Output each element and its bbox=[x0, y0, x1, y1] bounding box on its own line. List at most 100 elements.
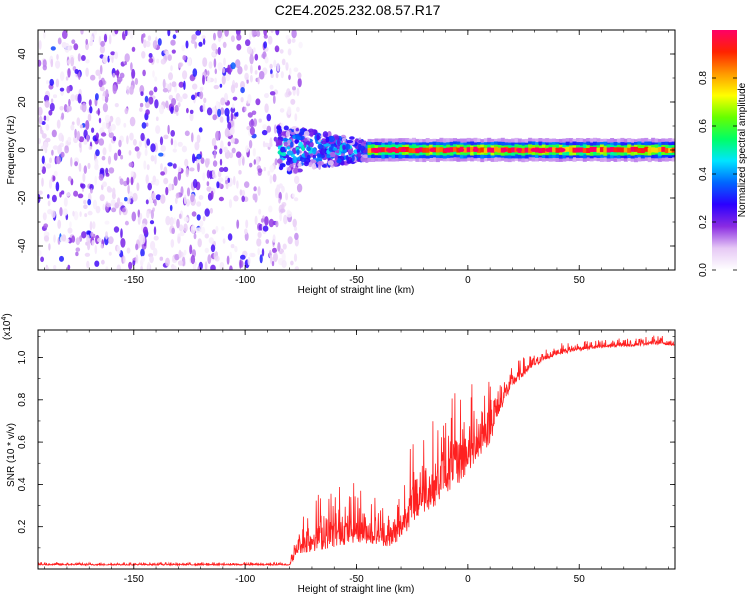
heatmap-cell bbox=[90, 231, 94, 237]
heatmap-cell bbox=[53, 170, 58, 177]
heatmap-cell bbox=[124, 53, 130, 63]
heatmap-cell bbox=[129, 116, 136, 127]
heatmap-cell bbox=[148, 58, 154, 63]
heatmap-cell bbox=[281, 185, 285, 193]
heatmap-cell bbox=[237, 66, 243, 75]
heatmap-cell bbox=[45, 137, 51, 143]
heatmap-cell bbox=[292, 156, 298, 164]
heatmap-cell bbox=[269, 137, 273, 148]
heatmap-cell bbox=[200, 157, 205, 164]
heatmap-cell bbox=[192, 178, 198, 189]
heatmap-cell bbox=[268, 218, 275, 228]
heatmap-cell bbox=[138, 107, 143, 112]
heatmap-cell bbox=[174, 253, 180, 261]
heatmap-cell bbox=[77, 93, 82, 104]
heatmap-cell bbox=[202, 172, 206, 181]
heatmap-cell bbox=[159, 136, 164, 146]
x-tick-label: 0 bbox=[465, 574, 471, 585]
heatmap-cell bbox=[270, 69, 273, 75]
x-tick-label: -50 bbox=[349, 275, 364, 286]
heatmap-cell bbox=[287, 139, 291, 145]
heatmap-cell bbox=[63, 197, 68, 207]
heatmap-cell bbox=[285, 192, 289, 201]
heatmap-cell bbox=[186, 107, 189, 114]
heatmap-cell bbox=[181, 145, 187, 153]
heatmap-cell bbox=[213, 84, 219, 90]
heatmap-cell bbox=[178, 62, 182, 69]
heatmap-cell bbox=[184, 130, 190, 137]
heatmap-cell bbox=[249, 162, 253, 168]
heatmap-cell bbox=[192, 262, 197, 270]
heatmap-cell bbox=[38, 193, 41, 204]
heatmap-cell bbox=[130, 84, 134, 91]
heatmap-cell bbox=[253, 30, 257, 36]
heatmap-cell bbox=[177, 260, 184, 266]
heatmap-cell bbox=[177, 236, 181, 244]
heatmap-cell bbox=[240, 87, 245, 94]
heatmap-cell bbox=[95, 149, 100, 157]
heatmap-cell bbox=[71, 235, 76, 243]
heatmap-cell bbox=[261, 248, 265, 257]
heatmap-cell bbox=[286, 211, 293, 218]
heatmap-cell bbox=[132, 260, 136, 266]
heatmap-cell bbox=[637, 148, 642, 153]
heatmap-cell bbox=[130, 176, 134, 186]
heatmap-cell bbox=[253, 47, 256, 53]
heatmap-cell bbox=[215, 130, 220, 141]
heatmap-cell bbox=[43, 115, 47, 121]
heatmap-cell bbox=[82, 172, 86, 183]
heatmap-cell bbox=[274, 158, 278, 166]
heatmap-cell bbox=[294, 232, 299, 240]
heatmap-cell bbox=[317, 160, 324, 166]
heatmap-cell bbox=[246, 79, 249, 84]
heatmap-cell bbox=[201, 226, 206, 235]
heatmap-cell bbox=[189, 167, 195, 172]
heatmap-cell bbox=[213, 251, 219, 261]
heatmap-cell bbox=[270, 30, 274, 33]
heatmap-cell bbox=[62, 208, 68, 216]
heatmap-cell bbox=[45, 124, 50, 131]
heatmap-cell bbox=[171, 98, 177, 106]
heatmap-cell bbox=[67, 136, 72, 143]
heatmap-cell bbox=[146, 138, 151, 146]
heatmap-cell bbox=[228, 199, 233, 209]
heatmap-cell bbox=[95, 132, 100, 140]
heatmap-cell bbox=[236, 33, 242, 41]
heatmap-cell bbox=[232, 96, 238, 101]
heatmap-cell bbox=[219, 116, 224, 123]
heatmap-cell bbox=[238, 170, 242, 175]
heatmap-cell bbox=[155, 116, 159, 122]
heatmap-cell bbox=[245, 39, 251, 47]
heatmap-cell bbox=[42, 212, 47, 221]
heatmap-cell bbox=[197, 238, 202, 248]
heatmap-cell bbox=[150, 155, 155, 162]
heatmap-cell bbox=[336, 138, 341, 146]
heatmap-cell bbox=[83, 199, 87, 205]
heatmap-cell bbox=[213, 58, 217, 68]
heatmap-cell bbox=[287, 166, 291, 172]
heatmap-cell bbox=[46, 115, 50, 122]
heatmap-cell bbox=[222, 238, 226, 244]
heatmap-cell bbox=[97, 108, 100, 116]
heatmap-cell bbox=[230, 35, 235, 42]
heatmap-cell bbox=[334, 154, 338, 161]
heatmap-cell bbox=[230, 244, 235, 249]
heatmap-cell bbox=[131, 211, 137, 222]
heatmap-cell bbox=[167, 30, 171, 37]
heatmap-cell bbox=[269, 254, 273, 264]
heatmap-cell bbox=[226, 114, 230, 124]
heatmap-cell bbox=[233, 195, 239, 202]
heatmap-cell bbox=[209, 207, 213, 214]
heatmap-cell bbox=[126, 85, 130, 96]
heatmap-cell bbox=[234, 245, 238, 253]
colorbar: 0.0 0.2 0.4 0.6 0.8 Normalized spectral ampl… bbox=[698, 30, 748, 277]
heatmap-cell bbox=[236, 151, 242, 158]
heatmap-cell bbox=[139, 213, 143, 220]
colorbar-tick-label: 0.6 bbox=[698, 119, 709, 133]
heatmap-cell bbox=[204, 261, 208, 270]
heatmap-cell bbox=[183, 80, 186, 91]
heatmap-cell bbox=[559, 148, 566, 152]
heatmap-cell bbox=[108, 143, 112, 153]
heatmap-cell bbox=[224, 107, 230, 117]
heatmap-cell bbox=[229, 251, 233, 260]
